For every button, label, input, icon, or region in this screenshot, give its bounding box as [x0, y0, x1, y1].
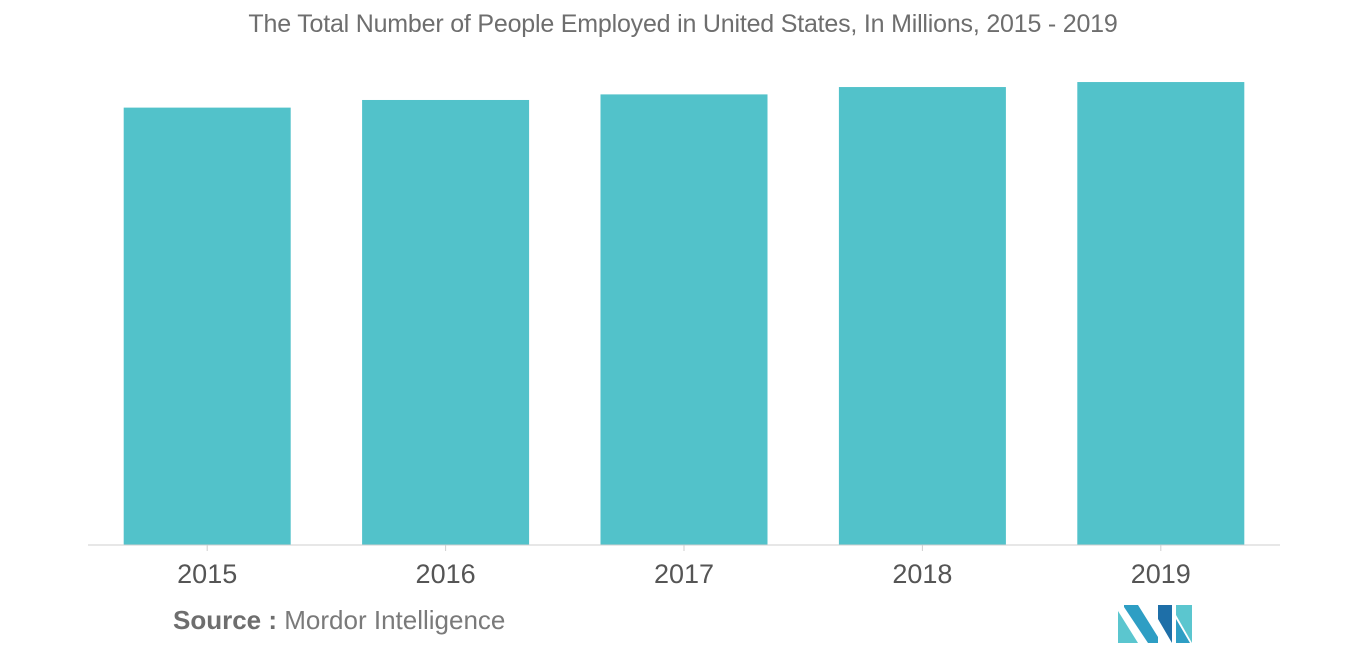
chart-title: The Total Number of People Employed in U… [248, 10, 1118, 38]
x-axis-ticks: 2015 2016 2017 2018 2019 [177, 545, 1191, 589]
x-tick-label: 2016 [416, 559, 476, 589]
bar-2017 [600, 94, 768, 546]
bar-2015 [123, 107, 291, 546]
x-tick-label: 2015 [177, 559, 237, 589]
bar-2018 [838, 87, 1006, 546]
x-tick-label: 2018 [892, 559, 952, 589]
mordor-intelligence-logo-icon [1118, 605, 1192, 643]
bars-group [123, 82, 1245, 546]
bar-chart: 2015 2016 2017 2018 2019 [88, 82, 1280, 589]
bar-2019 [1077, 82, 1245, 545]
source-note: Source : Mordor Intelligence [173, 605, 505, 636]
x-tick-label: 2019 [1131, 559, 1191, 589]
source-text: Mordor Intelligence [284, 605, 506, 635]
x-tick-label: 2017 [654, 559, 714, 589]
bar-2016 [362, 99, 530, 545]
source-label: Source : [173, 605, 278, 635]
